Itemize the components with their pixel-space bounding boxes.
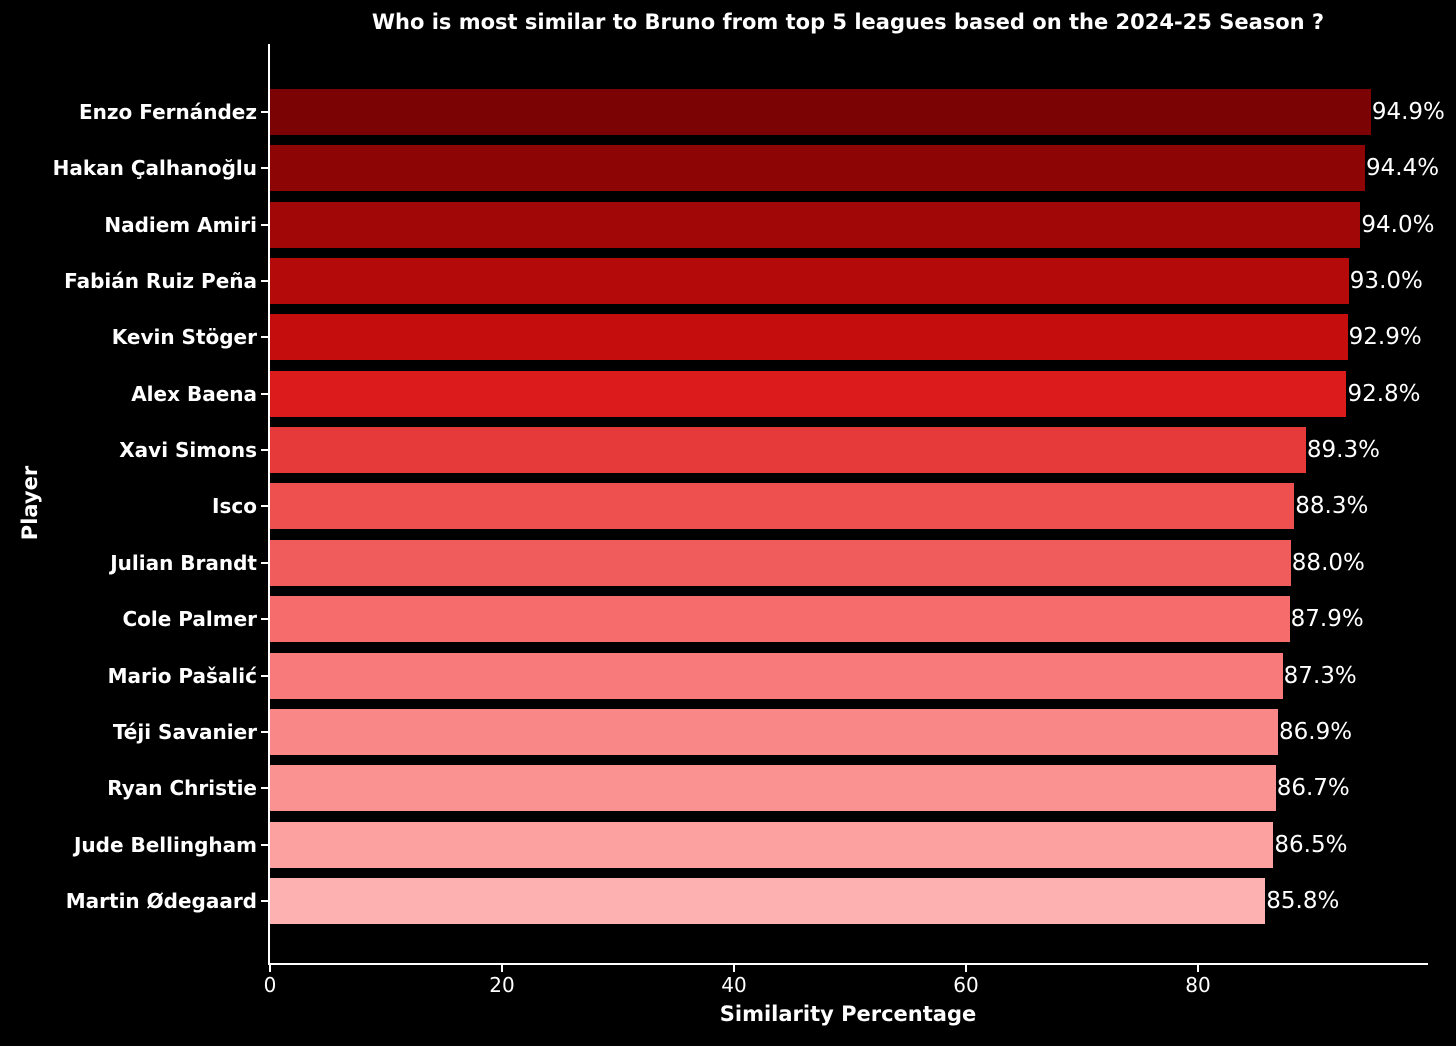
x-tick	[965, 965, 967, 972]
chart-title: Who is most similar to Bruno from top 5 …	[371, 10, 1325, 34]
category-label: Fabián Ruiz Peña	[64, 269, 257, 294]
value-label: 92.9%	[1348, 324, 1422, 351]
y-tick	[261, 618, 268, 621]
y-tick	[261, 674, 268, 677]
y-tick	[261, 167, 268, 170]
category-label: Julian Brandt	[110, 550, 257, 575]
y-tick	[261, 111, 268, 113]
bar	[270, 877, 1266, 924]
value-label: 88.3%	[1295, 493, 1369, 520]
category-label: Xavi Simons	[119, 438, 257, 463]
y-tick	[261, 561, 268, 564]
y-tick	[261, 899, 268, 902]
value-label: 94.9%	[1371, 99, 1445, 125]
value-label: 92.8%	[1347, 380, 1421, 407]
x-tick-label: 60	[953, 973, 979, 997]
category-label: Jude Bellingham	[73, 832, 257, 857]
bar	[270, 89, 1371, 135]
bar	[270, 427, 1306, 474]
category-label: Hakan Çalhanoğlu	[52, 156, 257, 181]
x-tick-label: 80	[1185, 973, 1211, 997]
category-label: Kevin Stöger	[111, 325, 257, 350]
y-tick	[261, 392, 268, 395]
y-tick	[261, 336, 268, 339]
y-tick	[261, 843, 268, 846]
y-tick	[261, 449, 268, 452]
bar	[270, 483, 1295, 530]
category-label: Mario Pašalić	[107, 663, 257, 688]
value-label: 86.5%	[1274, 831, 1348, 858]
bar	[270, 596, 1290, 643]
value-label: 87.9%	[1290, 606, 1364, 633]
x-tick-label: 40	[721, 973, 747, 997]
x-tick	[733, 965, 735, 972]
value-label: 94.0%	[1361, 211, 1435, 238]
value-label: 86.9%	[1279, 718, 1353, 745]
category-label: Cole Palmer	[122, 607, 257, 632]
x-tick-label: 20	[489, 973, 515, 997]
y-tick	[261, 787, 268, 790]
bar	[270, 258, 1349, 305]
value-label: 88.0%	[1291, 549, 1365, 576]
category-label: Alex Baena	[131, 381, 257, 406]
value-label: 87.3%	[1283, 662, 1357, 689]
x-tick-label: 0	[263, 973, 277, 997]
category-label: Isco	[212, 494, 257, 519]
x-tick	[501, 965, 503, 972]
bar	[270, 145, 1366, 192]
x-axis-spine	[268, 963, 1428, 965]
category-label: Ryan Christie	[107, 776, 257, 801]
x-tick	[269, 965, 271, 972]
bar	[270, 708, 1279, 755]
y-tick	[261, 223, 268, 226]
bar	[270, 539, 1291, 586]
bar	[270, 765, 1276, 812]
value-label: 85.8%	[1266, 887, 1340, 914]
y-axis-spine	[268, 44, 270, 965]
y-tick	[261, 505, 268, 508]
bar	[270, 201, 1361, 248]
x-tick	[1197, 965, 1199, 972]
category-label: Nadiem Amiri	[104, 212, 257, 237]
category-label: Martin Ødegaard	[65, 888, 257, 913]
value-label: 86.7%	[1276, 775, 1350, 802]
value-label: 93.0%	[1349, 268, 1423, 295]
y-tick	[261, 280, 268, 283]
category-label: Enzo Fernández	[78, 100, 257, 124]
bar	[270, 314, 1348, 361]
y-tick	[261, 730, 268, 733]
value-label: 94.4%	[1366, 155, 1440, 182]
category-label: Téji Savanier	[112, 719, 257, 744]
x-axis-label: Similarity Percentage	[719, 1002, 977, 1026]
value-label: 89.3%	[1306, 437, 1380, 464]
bar	[270, 370, 1347, 417]
bar	[270, 821, 1274, 868]
bar	[270, 652, 1283, 699]
